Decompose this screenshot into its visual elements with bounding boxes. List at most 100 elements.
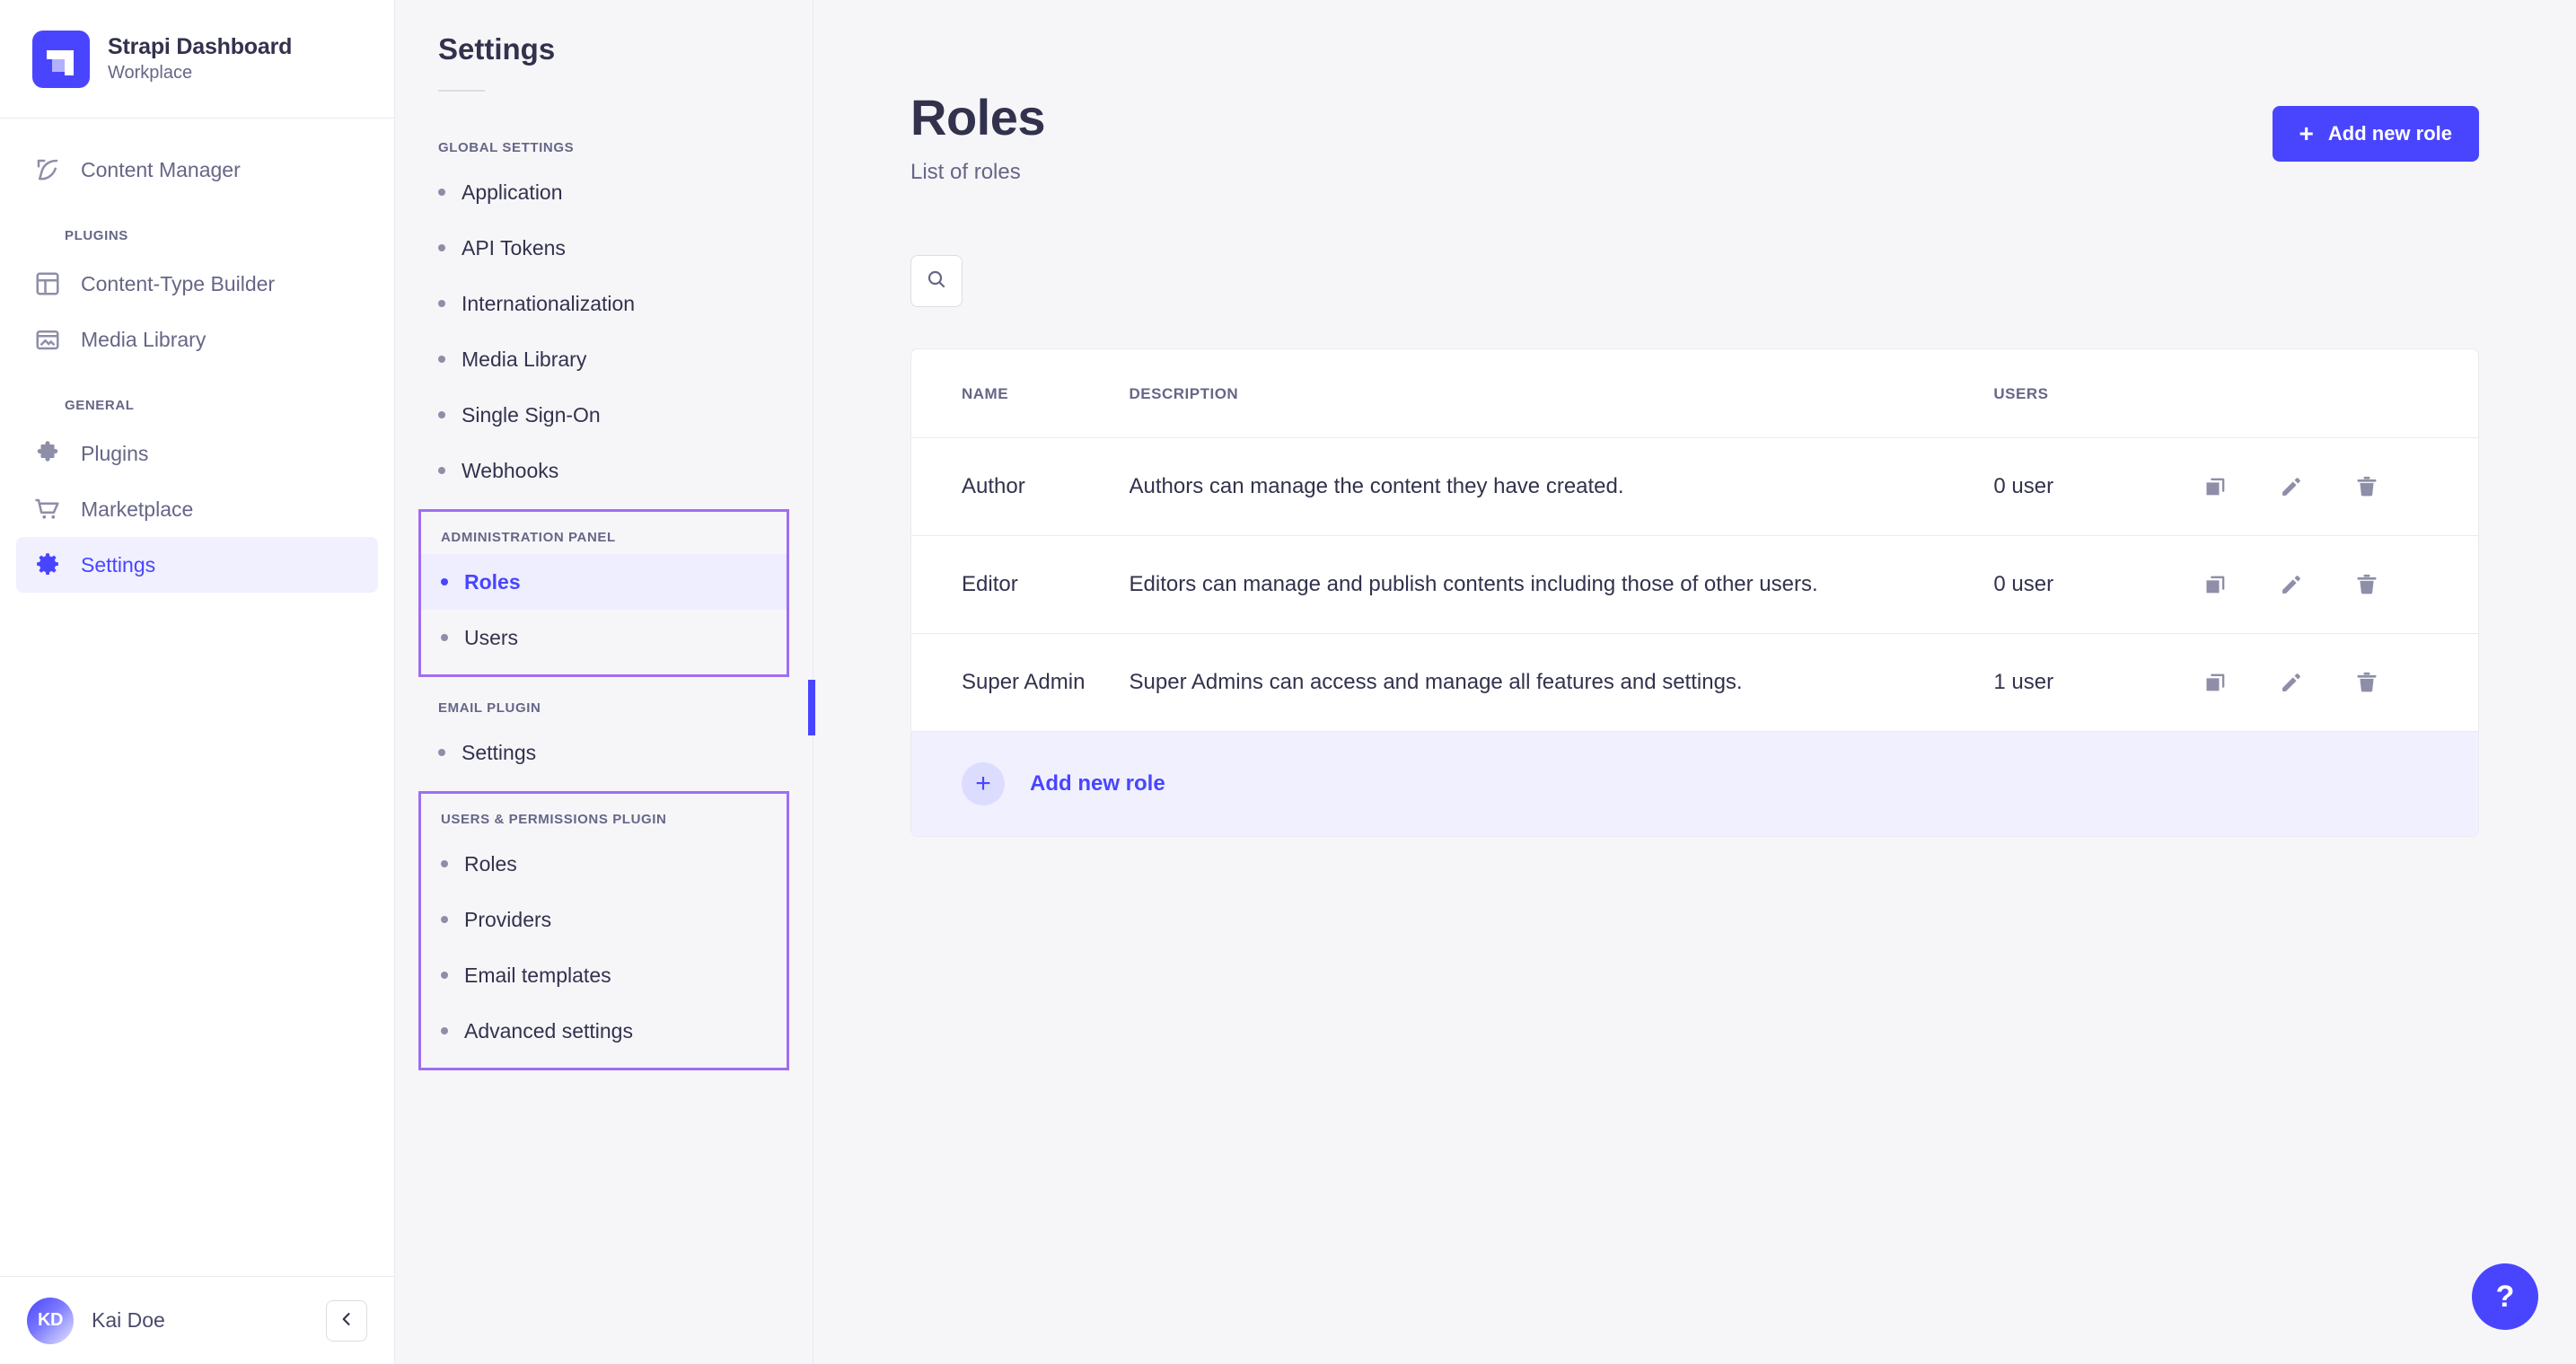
settings-item-admin-roles[interactable]: Roles [421, 554, 787, 610]
brand-header[interactable]: Strapi Dashboard Workplace [0, 0, 394, 119]
cart-icon [34, 496, 61, 523]
table-body: Author Authors can manage the content th… [911, 437, 2478, 731]
column-header-users: USERS [1993, 348, 2204, 438]
settings-item-up-advanced-settings[interactable]: Advanced settings [421, 1003, 787, 1059]
edit-icon[interactable] [2279, 670, 2304, 695]
settings-item-label: Media Library [462, 347, 587, 371]
bullet-icon [438, 467, 445, 474]
settings-item-label: Advanced settings [464, 1018, 633, 1043]
add-new-role-row[interactable]: + Add new role [911, 730, 2478, 836]
settings-item-up-email-templates[interactable]: Email templates [421, 947, 787, 1003]
bullet-icon [438, 300, 445, 307]
settings-item-single-sign-on[interactable]: Single Sign-On [395, 387, 813, 443]
table-row[interactable]: Super Admin Super Admins can access and … [911, 633, 2478, 731]
delete-icon[interactable] [2354, 670, 2379, 695]
collapse-sidebar-button[interactable] [326, 1299, 367, 1342]
roles-table: NAME DESCRIPTION USERS Author Authors ca… [911, 348, 2478, 731]
edit-icon[interactable] [2279, 474, 2304, 499]
settings-item-application[interactable]: Application [395, 164, 813, 220]
settings-panel-title: Settings [438, 32, 556, 66]
page-header: Roles List of roles + Add new role [910, 0, 2479, 185]
column-header-name: NAME [911, 348, 1130, 438]
settings-group-label: EMAIL PLUGIN [438, 700, 541, 716]
settings-group-label: ADMINISTRATION PANEL [441, 530, 616, 545]
bullet-icon [441, 860, 448, 867]
gear-icon [34, 551, 61, 578]
main-content: Roles List of roles + Add new role NAME [813, 0, 2576, 1364]
plus-icon: + [962, 761, 1005, 805]
bullet-icon [441, 972, 448, 979]
bullet-icon [441, 634, 448, 641]
settings-group-email-plugin: EMAIL PLUGIN Settings [395, 688, 813, 780]
settings-item-webhooks[interactable]: Webhooks [395, 443, 813, 498]
sidebar-nav: Content Manager PLUGINS Content-Type Bui… [0, 119, 394, 1276]
table-row[interactable]: Editor Editors can manage and publish co… [911, 535, 2478, 634]
settings-item-label: Webhooks [462, 458, 559, 482]
cell-role-name: Editor [911, 535, 1130, 634]
duplicate-icon[interactable] [2203, 670, 2229, 695]
table-head: NAME DESCRIPTION USERS [911, 348, 2478, 438]
settings-group-label: USERS & PERMISSIONS PLUGIN [441, 812, 667, 827]
chevron-left-icon [338, 1310, 356, 1331]
settings-divider [438, 90, 485, 92]
settings-item-label: Internationalization [462, 291, 636, 315]
settings-item-api-tokens[interactable]: API Tokens [395, 220, 813, 276]
sidebar-item-content-manager[interactable]: Content Manager [16, 142, 378, 198]
brand-text: Strapi Dashboard Workplace [108, 34, 292, 84]
table-row[interactable]: Author Authors can manage the content th… [911, 437, 2478, 536]
sidebar-item-content-type-builder[interactable]: Content-Type Builder [16, 256, 378, 312]
plus-icon: + [2299, 119, 2314, 147]
cell-role-description: Authors can manage the content they have… [1129, 437, 1994, 536]
bullet-icon [441, 1027, 448, 1034]
cell-row-actions [2203, 437, 2478, 536]
cell-role-description: Editors can manage and publish contents … [1129, 535, 1994, 634]
sidebar-user-bar[interactable]: KD Kai Doe [0, 1276, 394, 1364]
edit-icon[interactable] [2279, 572, 2304, 597]
settings-item-media-library[interactable]: Media Library [395, 331, 813, 387]
cell-role-users: 1 user [1993, 669, 2054, 694]
roles-table-card: NAME DESCRIPTION USERS Author Authors ca… [910, 348, 2479, 837]
bullet-icon [438, 244, 445, 251]
sidebar-item-plugins[interactable]: Plugins [16, 426, 378, 481]
delete-icon[interactable] [2354, 474, 2379, 499]
settings-item-label: Users [464, 625, 519, 649]
help-button[interactable]: ? [2472, 1263, 2538, 1330]
user-name: Kai Doe [92, 1308, 165, 1332]
search-button[interactable] [910, 254, 963, 307]
settings-item-label: Providers [464, 907, 552, 931]
delete-icon[interactable] [2354, 572, 2379, 597]
duplicate-icon[interactable] [2203, 572, 2229, 597]
cell-role-name: Super Admin [962, 669, 1086, 694]
settings-group-administration-panel: ADMINISTRATION PANEL Roles Users [418, 509, 789, 677]
column-header-actions [2203, 348, 2478, 438]
settings-item-up-providers[interactable]: Providers [421, 892, 787, 947]
brand-subtitle: Workplace [108, 63, 193, 83]
duplicate-icon[interactable] [2203, 474, 2229, 499]
sidebar-item-settings[interactable]: Settings [16, 537, 378, 593]
row-actions [2203, 572, 2478, 597]
avatar: KD [27, 1297, 74, 1344]
sidebar-item-label: Content Manager [81, 157, 241, 181]
add-new-role-button[interactable]: + Add new role [2272, 106, 2479, 162]
feather-icon [34, 156, 61, 183]
bullet-icon [438, 749, 445, 756]
active-page-indicator [808, 680, 815, 735]
settings-item-admin-users[interactable]: Users [421, 610, 787, 665]
settings-item-internationalization[interactable]: Internationalization [395, 276, 813, 331]
page-header-text: Roles List of roles [910, 90, 1046, 185]
sidebar-item-label: Content-Type Builder [81, 271, 276, 295]
strapi-logo-icon [32, 30, 90, 88]
cell-role-users: 0 user [1993, 535, 2204, 634]
sidebar-item-media-library[interactable]: Media Library [16, 312, 378, 367]
settings-item-label: Settings [462, 740, 537, 764]
search-icon [926, 268, 947, 293]
page-subtitle: List of roles [910, 159, 1021, 184]
sidebar-item-marketplace[interactable]: Marketplace [16, 481, 378, 537]
settings-item-up-roles[interactable]: Roles [421, 836, 787, 892]
settings-item-label: API Tokens [462, 235, 566, 260]
add-new-role-row-label: Add new role [1030, 770, 1165, 796]
settings-item-email-settings[interactable]: Settings [395, 725, 813, 780]
image-icon [34, 326, 61, 353]
brand-title: Strapi Dashboard [108, 34, 293, 59]
